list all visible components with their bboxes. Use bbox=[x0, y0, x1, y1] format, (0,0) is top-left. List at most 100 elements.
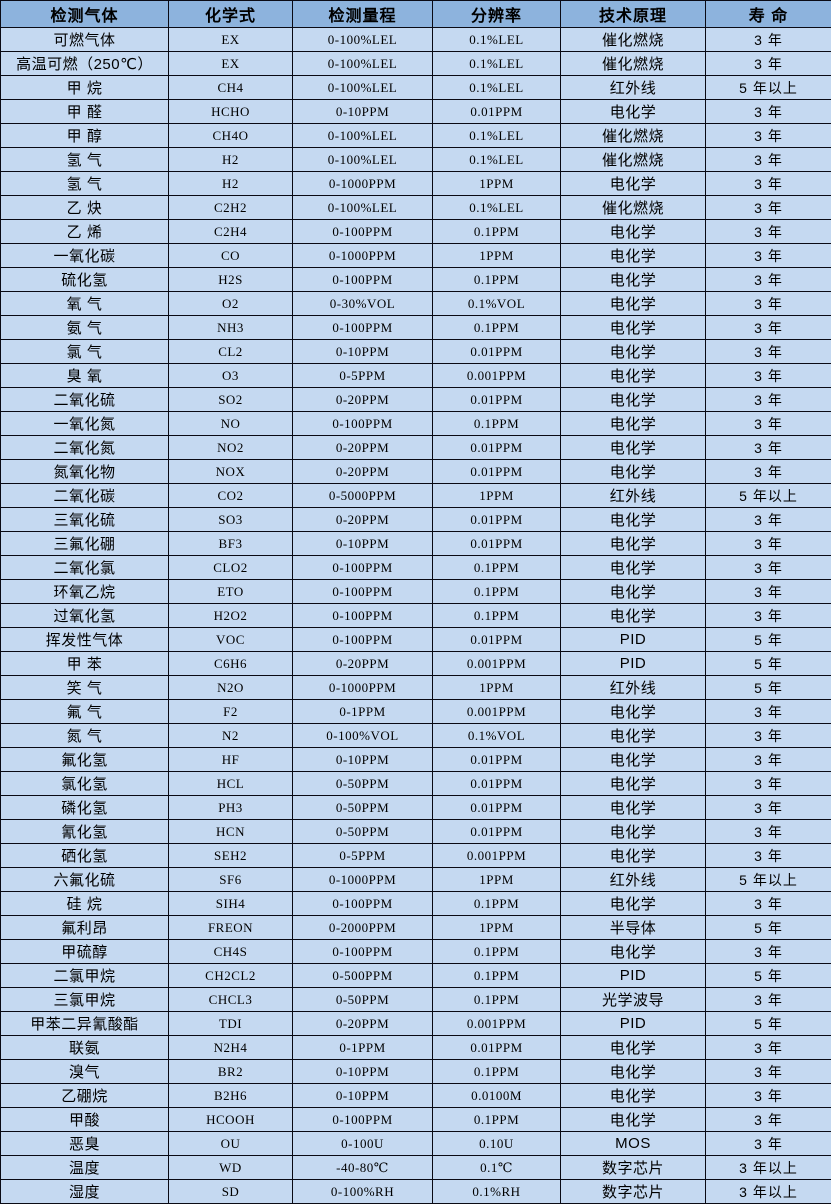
cell-resolution: 0.1PPM bbox=[433, 580, 561, 604]
cell-gas-name: 环氧乙烷 bbox=[1, 580, 169, 604]
cell-technology: 红外线 bbox=[561, 76, 706, 100]
cell-gas-name: 乙 烯 bbox=[1, 220, 169, 244]
cell-formula: TDI bbox=[169, 1012, 293, 1036]
cell-gas-name: 高温可燃（250℃） bbox=[1, 52, 169, 76]
cell-gas-name: 氯 气 bbox=[1, 340, 169, 364]
cell-range: 0-1000PPM bbox=[293, 244, 433, 268]
cell-resolution: 0.1%LEL bbox=[433, 28, 561, 52]
cell-range: 0-10PPM bbox=[293, 532, 433, 556]
cell-lifespan: 5 年以上 bbox=[706, 484, 831, 508]
cell-gas-name: 六氟化硫 bbox=[1, 868, 169, 892]
cell-resolution: 0.1%LEL bbox=[433, 76, 561, 100]
cell-resolution: 0.001PPM bbox=[433, 700, 561, 724]
cell-technology: 数字芯片 bbox=[561, 1156, 706, 1180]
cell-resolution: 0.1%LEL bbox=[433, 196, 561, 220]
cell-lifespan: 3 年 bbox=[706, 580, 831, 604]
cell-range: 0-100%RH bbox=[293, 1180, 433, 1204]
cell-formula: O3 bbox=[169, 364, 293, 388]
cell-resolution: 0.1PPM bbox=[433, 268, 561, 292]
cell-technology: 电化学 bbox=[561, 844, 706, 868]
cell-range: 0-100%VOL bbox=[293, 724, 433, 748]
cell-range: 0-100PPM bbox=[293, 628, 433, 652]
cell-resolution: 1PPM bbox=[433, 244, 561, 268]
cell-resolution: 0.1%LEL bbox=[433, 148, 561, 172]
cell-gas-name: 乙硼烷 bbox=[1, 1084, 169, 1108]
cell-technology: 催化燃烧 bbox=[561, 124, 706, 148]
cell-range: 0-100PPM bbox=[293, 892, 433, 916]
cell-formula: CH2CL2 bbox=[169, 964, 293, 988]
cell-range: 0-100%LEL bbox=[293, 148, 433, 172]
cell-resolution: 0.01PPM bbox=[433, 628, 561, 652]
cell-lifespan: 3 年 bbox=[706, 724, 831, 748]
cell-lifespan: 3 年 bbox=[706, 604, 831, 628]
cell-range: 0-20PPM bbox=[293, 436, 433, 460]
cell-technology: 电化学 bbox=[561, 220, 706, 244]
cell-resolution: 0.1PPM bbox=[433, 1108, 561, 1132]
column-header-lifespan: 寿 命 bbox=[706, 1, 831, 28]
cell-formula: N2H4 bbox=[169, 1036, 293, 1060]
cell-lifespan: 3 年 bbox=[706, 940, 831, 964]
cell-range: 0-100PPM bbox=[293, 556, 433, 580]
cell-range: 0-20PPM bbox=[293, 460, 433, 484]
cell-technology: 电化学 bbox=[561, 700, 706, 724]
column-header-formula: 化学式 bbox=[169, 1, 293, 28]
cell-technology: 电化学 bbox=[561, 748, 706, 772]
cell-technology: 电化学 bbox=[561, 364, 706, 388]
cell-gas-name: 硫化氢 bbox=[1, 268, 169, 292]
cell-range: 0-100PPM bbox=[293, 1108, 433, 1132]
cell-gas-name: 甲酸 bbox=[1, 1108, 169, 1132]
cell-lifespan: 3 年 bbox=[706, 436, 831, 460]
cell-resolution: 0.10U bbox=[433, 1132, 561, 1156]
cell-range: 0-1PPM bbox=[293, 1036, 433, 1060]
cell-lifespan: 3 年 bbox=[706, 268, 831, 292]
cell-formula: HCL bbox=[169, 772, 293, 796]
cell-lifespan: 3 年 bbox=[706, 412, 831, 436]
cell-lifespan: 5 年 bbox=[706, 916, 831, 940]
cell-gas-name: 氰化氢 bbox=[1, 820, 169, 844]
cell-resolution: 0.01PPM bbox=[433, 796, 561, 820]
cell-range: 0-10PPM bbox=[293, 1060, 433, 1084]
cell-resolution: 0.1%RH bbox=[433, 1180, 561, 1204]
cell-technology: 电化学 bbox=[561, 604, 706, 628]
cell-resolution: 0.1PPM bbox=[433, 412, 561, 436]
cell-lifespan: 5 年 bbox=[706, 676, 831, 700]
cell-lifespan: 3 年 bbox=[706, 316, 831, 340]
cell-formula: CLO2 bbox=[169, 556, 293, 580]
cell-technology: 电化学 bbox=[561, 412, 706, 436]
cell-gas-name: 过氧化氢 bbox=[1, 604, 169, 628]
cell-formula: EX bbox=[169, 28, 293, 52]
cell-range: 0-20PPM bbox=[293, 1012, 433, 1036]
cell-gas-name: 湿度 bbox=[1, 1180, 169, 1204]
cell-formula: N2 bbox=[169, 724, 293, 748]
cell-technology: 电化学 bbox=[561, 460, 706, 484]
cell-technology: 电化学 bbox=[561, 100, 706, 124]
cell-range: 0-5000PPM bbox=[293, 484, 433, 508]
cell-technology: 红外线 bbox=[561, 868, 706, 892]
cell-lifespan: 3 年 bbox=[706, 1036, 831, 1060]
cell-gas-name: 氨 气 bbox=[1, 316, 169, 340]
cell-resolution: 0.001PPM bbox=[433, 844, 561, 868]
cell-technology: 电化学 bbox=[561, 436, 706, 460]
cell-gas-name: 溴气 bbox=[1, 1060, 169, 1084]
cell-technology: 电化学 bbox=[561, 820, 706, 844]
